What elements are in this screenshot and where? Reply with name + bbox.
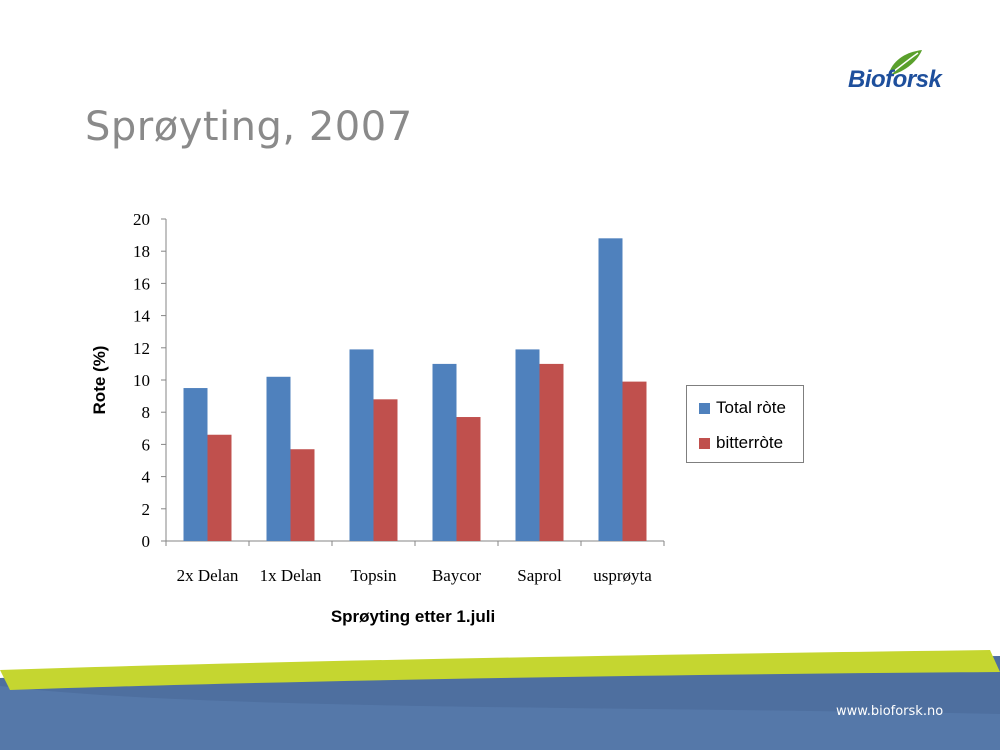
x-tick-label: 1x Delan: [260, 566, 322, 585]
bar-bitter: [290, 449, 315, 541]
y-tick-label: 4: [142, 468, 151, 487]
bar-total: [266, 376, 291, 541]
x-tick-label: Saprol: [517, 566, 562, 585]
y-tick-label: 10: [133, 371, 150, 390]
legend-swatch-bitter: [699, 437, 710, 449]
y-tick-label: 16: [133, 274, 150, 293]
leaf-icon: [887, 50, 922, 77]
bar-bitter: [539, 363, 564, 541]
bar-total: [598, 238, 623, 541]
legend-item-total: Total ròte: [699, 398, 786, 418]
x-tick-label: Baycor: [432, 566, 481, 585]
y-tick-label: 18: [133, 242, 150, 261]
bar-chart: 0 2 4 6 8 10 12 14 16 18 20 2x Delan 1x Delan Topsin B…: [90, 210, 665, 626]
y-tick-label: 8: [142, 403, 151, 422]
y-tick-label: 0: [142, 532, 151, 551]
website-url: www.bioforsk.no: [836, 704, 944, 719]
y-tick-label: 2: [142, 500, 151, 519]
y-tick-label: 20: [133, 210, 150, 229]
legend-label-total: Total ròte: [716, 398, 786, 417]
bioforsk-logo: Bioforsk: [848, 48, 958, 103]
slide-title: Sprøyting, 2007: [85, 104, 413, 150]
logo-wordmark: Bioforsk: [848, 66, 942, 93]
bar-total: [432, 363, 457, 541]
x-axis-title: Sprøyting etter 1.juli: [331, 607, 495, 626]
bar-total: [349, 349, 374, 541]
legend-item-bitter: bitterròte: [699, 433, 783, 453]
x-tick-label: Topsin: [350, 566, 397, 585]
legend-label-bitter: bitterròte: [716, 433, 784, 452]
y-tick-label: 14: [133, 307, 151, 326]
footer-band: [0, 650, 1000, 750]
x-tick-label: usprøyta: [593, 566, 652, 585]
bar-bitter: [456, 417, 481, 541]
bar-total: [515, 349, 540, 541]
x-tick-label: 2x Delan: [177, 566, 239, 585]
legend-swatch-total: [699, 402, 710, 414]
chart-legend: Total ròte bitterròte: [686, 385, 804, 463]
bar-bitter: [207, 434, 232, 541]
bar-bitter: [373, 399, 398, 541]
y-tick-label: 12: [133, 339, 150, 358]
y-tick-label: 6: [142, 435, 151, 454]
y-axis-title: Rote (%): [90, 346, 109, 415]
bar-bitter: [622, 381, 647, 541]
bar-total: [183, 388, 208, 541]
